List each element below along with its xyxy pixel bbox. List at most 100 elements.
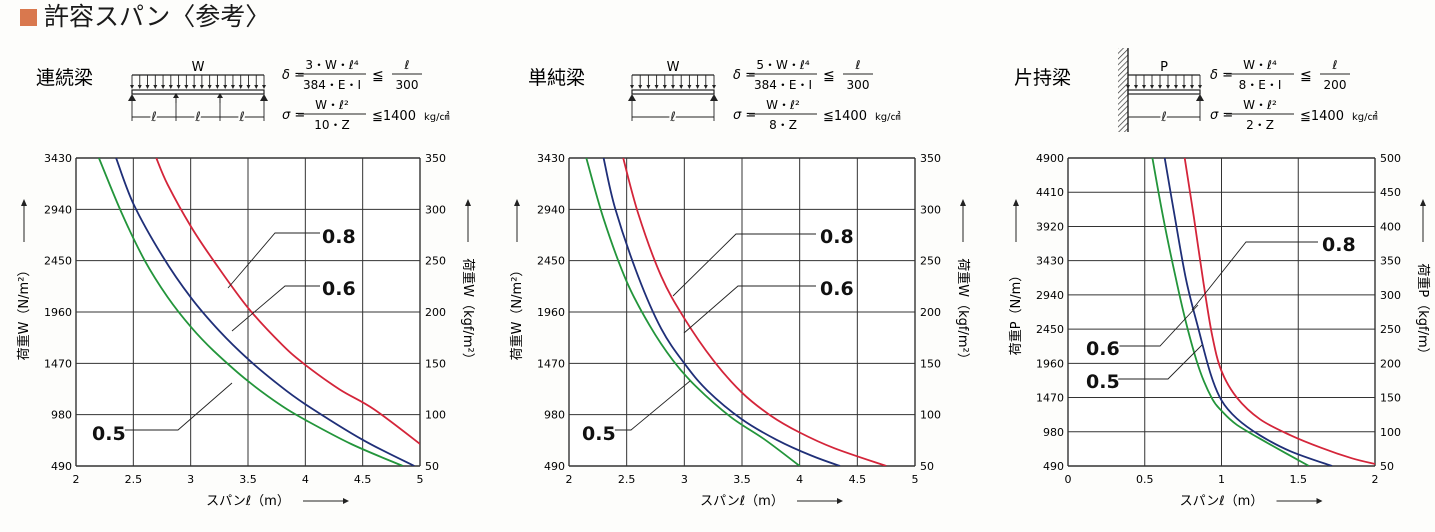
y-tick-label-right: 200 [1380, 357, 1401, 370]
formula-unit: kg/㎠ [875, 111, 901, 123]
y-axis-arrowhead-icon [21, 199, 27, 206]
y-axis-arrowhead-icon [960, 199, 966, 206]
y-tick-label-right: 500 [1380, 152, 1401, 165]
y-tick-label-left: 3920 [1036, 220, 1064, 233]
formula-unit: kg/㎠ [424, 111, 450, 123]
span-label: ℓ [669, 110, 675, 125]
y-tick-label-right: 150 [920, 357, 941, 370]
page-title: 許容スパン〈参考〉 [44, 2, 271, 31]
x-tick-label: 4.5 [354, 473, 372, 486]
load-arrowhead-icon [1150, 85, 1154, 89]
formula-relation: ≦ [372, 68, 384, 84]
load-arrowhead-icon [712, 85, 716, 89]
y-tick-label-right: 200 [920, 306, 941, 319]
load-arrowhead-icon [184, 85, 189, 89]
x-tick-label: 2 [566, 473, 573, 486]
formula-rhs-denominator: 200 [1324, 78, 1347, 92]
support-icon [128, 94, 136, 101]
x-tick-label: 4.5 [849, 473, 867, 486]
curve-label: 0.5 [582, 423, 616, 445]
y-tick-label-right: 450 [1380, 186, 1401, 199]
y-tick-label-right: 150 [1380, 392, 1401, 405]
formula-relation: ≦ [823, 68, 835, 84]
series-line-0.5 [98, 158, 404, 466]
load-arrowhead-icon [654, 85, 659, 89]
load-arrowhead-icon [1174, 85, 1178, 89]
load-arrowhead-icon [161, 85, 166, 89]
curve-label: 0.8 [820, 226, 854, 248]
formula-denominator: 8・E・I [1239, 78, 1282, 92]
load-arrowhead-icon [145, 85, 150, 89]
formula-denominator: 10・Z [314, 118, 350, 132]
y-tick-label-left: 2450 [44, 255, 72, 268]
y-tick-label-left: 490 [1043, 460, 1064, 473]
load-arrowhead-icon [176, 85, 181, 89]
y-axis-label-left: 荷重W（N/m²） [509, 264, 525, 361]
formula-rhs-numerator: ℓ [1332, 58, 1338, 72]
span-label: ℓ [150, 110, 156, 125]
y-tick-label-left: 980 [1043, 426, 1064, 439]
y-tick-label-right: 350 [425, 152, 446, 165]
y-tick-label-right: 350 [920, 152, 941, 165]
panel-simple: 単純梁 Wℓ δ =5・W・ℓ⁴ 384・E・I ≦ ℓ 300 σ = W・ℓ² 8・Z ≦140… [509, 58, 971, 509]
load-arrowhead-icon [246, 85, 251, 89]
load-arrowhead-icon [1182, 85, 1186, 89]
load-arrowhead-icon [238, 85, 243, 89]
formula-lhs: σ = [733, 108, 756, 123]
leader-line [227, 232, 320, 289]
formula-numerator: 3・W・ℓ⁴ [305, 58, 358, 72]
y-tick-label-left: 3430 [1036, 255, 1064, 268]
y-tick-label-right: 50 [1380, 460, 1394, 473]
beam-type-label: 単純梁 [528, 67, 585, 89]
y-axis-label-right: 荷重W（kgf/m²） [460, 258, 476, 365]
support-icon [173, 93, 179, 98]
beam-icon [631, 89, 715, 95]
y-tick-label-left: 3430 [537, 152, 565, 165]
x-tick-label: 2 [1372, 473, 1379, 486]
formula-lhs: δ = [733, 68, 756, 83]
y-tick-label-left: 2450 [537, 255, 565, 268]
load-arrowhead-icon [646, 85, 651, 89]
beam-type-label: 片持梁 [1014, 67, 1071, 89]
y-tick-label-right: 100 [920, 409, 941, 422]
x-tick-label: 4 [796, 473, 803, 486]
y-tick-label-right: 250 [920, 255, 941, 268]
series-line-0.5 [1151, 158, 1310, 466]
leader-line [1118, 344, 1203, 380]
y-tick-label-left: 3430 [44, 152, 72, 165]
series-line-0.8 [622, 158, 887, 466]
y-tick-label-right: 350 [1380, 255, 1401, 268]
series-line-0.6 [602, 158, 841, 466]
leader-line [683, 285, 816, 334]
y-axis-arrowhead-icon [514, 199, 520, 206]
load-arrowhead-icon [638, 85, 643, 89]
load-arrowhead-icon [207, 85, 212, 89]
leader-line [1191, 241, 1318, 311]
y-axis-arrowhead-icon [465, 199, 471, 206]
y-axis-label-right: 荷重P（kgf/m） [1415, 263, 1431, 360]
y-tick-label-left: 2450 [1036, 323, 1064, 336]
series-line-0.6 [1163, 158, 1333, 466]
leader-line [124, 382, 233, 431]
y-tick-label-left: 2940 [537, 203, 565, 216]
y-tick-label-left: 4900 [1036, 152, 1064, 165]
load-arrowhead-icon [1166, 85, 1170, 89]
y-tick-label-right: 50 [425, 460, 439, 473]
panel-cantilever: 片持梁 Pℓ δ = W・ℓ⁴ 8・E・I ≦ ℓ 200 σ = W・ℓ² 2・Z ≦1400 kg/… [1008, 48, 1431, 509]
x-tick-label: 3 [681, 473, 688, 486]
x-tick-label: 5 [912, 473, 919, 486]
load-arrowhead-icon [630, 85, 634, 89]
beam-icon [1127, 89, 1201, 95]
y-tick-label-right: 200 [425, 306, 446, 319]
x-axis-arrowhead-icon [343, 498, 349, 504]
y-tick-label-left: 1960 [537, 306, 565, 319]
formula-denominator: 384・E・I [754, 78, 812, 92]
formula-numerator: W・ℓ² [766, 98, 800, 112]
panel-continuous: 連続梁 Wℓ ℓ ℓ δ =3・W・ℓ⁴ 384・E・I ≦ ℓ 300 σ = W・ℓ² 10・Z ≦… [16, 58, 476, 509]
formula-lhs: δ = [282, 68, 305, 83]
y-tick-label-left: 2940 [44, 203, 72, 216]
load-arrowhead-icon [1142, 85, 1146, 89]
x-tick-label: 3 [187, 473, 194, 486]
x-tick-label: 2.5 [618, 473, 636, 486]
load-arrowhead-icon [695, 85, 700, 89]
